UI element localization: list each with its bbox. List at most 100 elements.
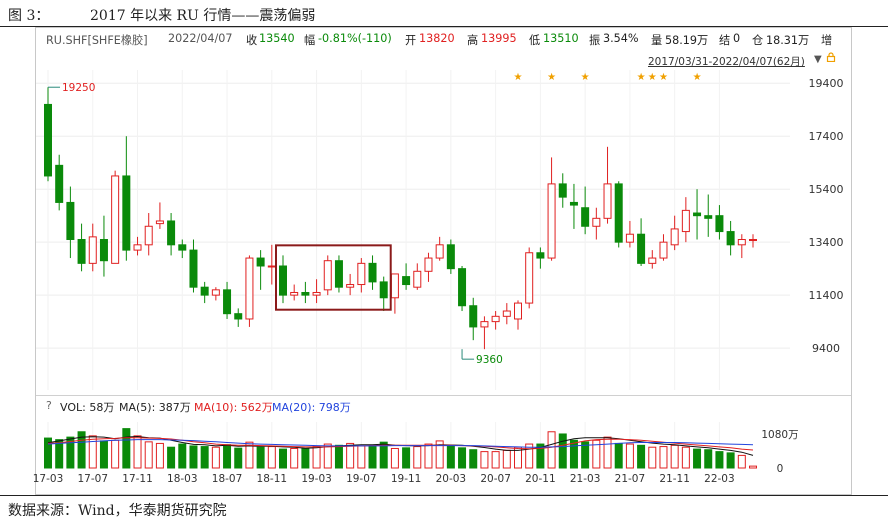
candle-down	[200, 286, 209, 296]
y-tick-label: 17400	[809, 130, 844, 143]
volume-bar	[357, 445, 366, 469]
candle-up	[357, 262, 366, 286]
event-star-icon: ★	[514, 72, 523, 83]
candle-down	[178, 244, 187, 251]
high-value: 13995	[481, 32, 517, 45]
candle-up	[547, 183, 556, 259]
volume-label: 量	[651, 34, 663, 47]
date-label: 2022/04/07	[168, 32, 233, 45]
volume-value: 58.19万	[665, 34, 709, 47]
volume-bar	[446, 445, 455, 469]
x-tick-label: 18-11	[257, 473, 288, 485]
ma5-readout: MA(5): 387万	[119, 401, 191, 414]
candle-down	[234, 313, 243, 320]
candle-down	[693, 212, 702, 217]
volume-bar	[256, 446, 265, 469]
x-tick-label: 21-11	[659, 473, 690, 485]
candle-down	[55, 164, 64, 203]
event-star-icon: ★	[547, 72, 556, 83]
oi-value: 18.31万	[766, 34, 810, 47]
volume-bar	[390, 447, 399, 469]
candle-up	[133, 244, 142, 251]
volume-bar	[491, 451, 500, 469]
ma-line-ma20	[47, 439, 754, 448]
candle-down	[446, 244, 455, 270]
volume-bar	[413, 446, 422, 469]
event-star-icon: ★	[581, 72, 590, 83]
candle-down	[77, 239, 86, 264]
volume-bar	[424, 443, 433, 469]
candle-down	[569, 201, 578, 206]
close-label: 收	[246, 34, 258, 47]
candle-up	[312, 291, 321, 296]
candle-up	[491, 315, 500, 323]
candle-up	[502, 310, 511, 317]
volume-bar	[402, 447, 411, 469]
volume-bar	[603, 436, 612, 469]
amp-label: 振	[589, 34, 601, 47]
volume-bar	[569, 439, 578, 469]
volume-bar	[480, 451, 489, 469]
volume-bar	[279, 448, 287, 469]
candle-up	[525, 252, 534, 304]
candle-down	[581, 207, 590, 227]
high-label: 高	[467, 34, 479, 47]
volume-bar	[469, 449, 478, 469]
volume-bar	[55, 439, 64, 469]
ma10-readout: MA(10): 562万	[194, 401, 273, 414]
candle-up	[670, 228, 679, 246]
date-range-link[interactable]: 2017/03/31-2022/04/07(62月)	[648, 56, 805, 68]
volume-bar	[290, 447, 299, 469]
candle-down	[469, 305, 478, 328]
candle-up	[88, 236, 97, 264]
dropdown-icon[interactable]: ▼	[814, 54, 822, 65]
event-star-icon: ★	[659, 72, 668, 83]
volume-bar	[267, 446, 276, 469]
candle-up	[413, 270, 422, 288]
volume-bar	[525, 443, 534, 469]
x-tick-label: 17-07	[78, 473, 109, 485]
volume-bar	[301, 447, 310, 469]
volume-bar	[581, 441, 590, 469]
candle-up	[749, 239, 757, 242]
quote-header: RU.SHF[SHFE橡胶] 2022/04/07 收 13540 幅 -0.8…	[36, 32, 851, 50]
help-icon[interactable]: ?	[46, 399, 52, 412]
settle-label: 结	[719, 34, 731, 47]
candle-down	[334, 260, 343, 288]
volume-bar	[334, 444, 343, 469]
candle-down	[167, 220, 176, 246]
volume-tick-label: 0	[777, 463, 784, 475]
y-tick-label: 9400	[812, 342, 840, 355]
candle-up	[290, 291, 299, 296]
symbol-label[interactable]: RU.SHF[SHFE橡胶]	[46, 34, 148, 47]
chart-panel: RU.SHF[SHFE橡胶] 2022/04/07 收 13540 幅 -0.8…	[35, 27, 852, 495]
volume-bar	[44, 437, 52, 469]
volume-bar	[502, 449, 511, 469]
volume-bar	[189, 445, 198, 469]
candle-down	[704, 215, 713, 219]
more-label[interactable]: 增	[821, 34, 833, 47]
volume-bar	[155, 442, 164, 469]
volume-bar	[323, 443, 332, 469]
figure-caption: 图 3： 2017 年以来 RU 行情——震荡偏弱	[0, 0, 888, 27]
change-label: 幅	[304, 34, 316, 47]
candle-up	[625, 233, 634, 243]
x-tick-label: 17-03	[33, 473, 64, 485]
volume-bar	[737, 454, 746, 469]
x-tick-label: 21-07	[615, 473, 646, 485]
candle-down	[458, 268, 467, 307]
x-tick-label: 22-03	[704, 473, 735, 485]
candle-up	[514, 302, 522, 320]
candle-down	[66, 201, 75, 241]
volume-bar	[200, 446, 209, 469]
lock-icon[interactable]	[826, 52, 836, 62]
x-tick-label: 19-03	[301, 473, 332, 485]
candle-up	[681, 209, 690, 233]
volume-bar	[133, 435, 142, 469]
oi-label: 仓	[752, 34, 764, 47]
volume-bar	[77, 431, 86, 469]
volume-bar	[88, 435, 97, 469]
candle-up	[211, 289, 220, 296]
candle-up	[603, 183, 612, 219]
open-label: 开	[405, 34, 417, 47]
